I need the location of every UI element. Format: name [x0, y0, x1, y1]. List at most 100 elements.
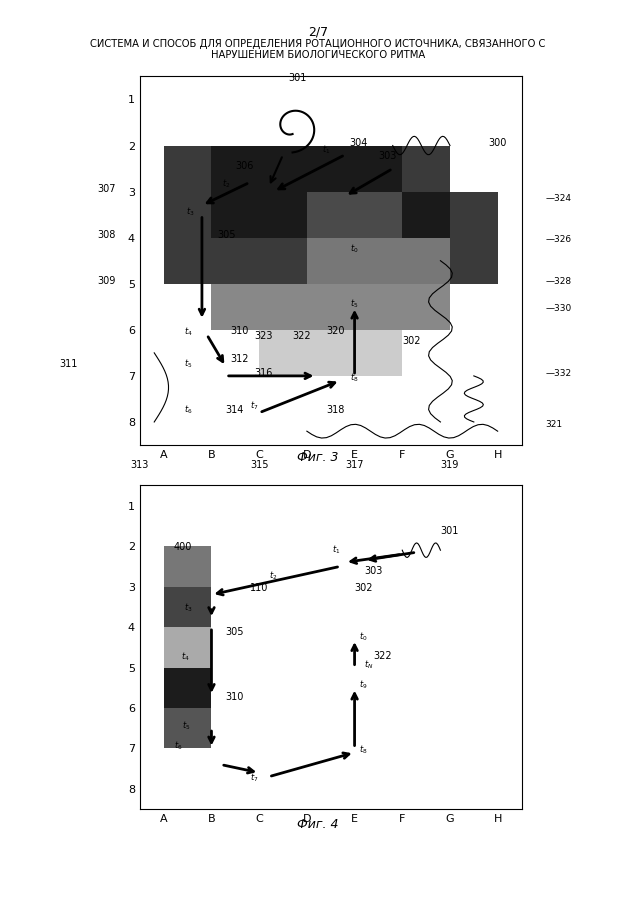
- Text: $t_6$: $t_6$: [174, 739, 183, 752]
- Text: 319: 319: [441, 460, 459, 470]
- Bar: [355, 191, 402, 237]
- Bar: [355, 237, 402, 284]
- Bar: [307, 284, 355, 330]
- Text: 2/7: 2/7: [308, 25, 328, 38]
- Text: 323: 323: [254, 331, 273, 341]
- Text: 315: 315: [250, 460, 268, 470]
- Text: $t_6$: $t_6$: [184, 404, 192, 416]
- Text: 313: 313: [131, 460, 149, 470]
- Text: —330: —330: [546, 305, 572, 314]
- Bar: [211, 284, 259, 330]
- Text: Фиг. 3: Фиг. 3: [297, 451, 339, 464]
- Bar: [403, 237, 450, 284]
- Text: 314: 314: [226, 405, 244, 414]
- Text: $t_1$: $t_1$: [322, 144, 331, 156]
- Text: $t_5$: $t_5$: [350, 298, 358, 310]
- Text: $t_7$: $t_7$: [249, 771, 258, 784]
- Bar: [403, 191, 450, 237]
- Bar: [259, 330, 307, 376]
- Text: 317: 317: [345, 460, 364, 470]
- Text: $t_4$: $t_4$: [181, 650, 190, 663]
- Bar: [307, 191, 355, 237]
- Bar: [211, 191, 259, 237]
- Text: $t_8$: $t_8$: [359, 743, 368, 756]
- Text: 302: 302: [355, 583, 373, 592]
- Bar: [164, 237, 211, 284]
- Bar: [307, 330, 355, 376]
- Text: $t_9$: $t_9$: [359, 679, 368, 691]
- Text: $t_2$: $t_2$: [222, 178, 231, 191]
- Bar: [307, 237, 355, 284]
- Text: 305: 305: [217, 229, 235, 240]
- Text: 303: 303: [364, 566, 382, 576]
- Text: 322: 322: [293, 331, 312, 341]
- Text: $t_3$: $t_3$: [186, 206, 195, 218]
- Text: —328: —328: [546, 277, 572, 286]
- Bar: [307, 191, 355, 237]
- Text: 300: 300: [488, 138, 506, 147]
- Text: 318: 318: [326, 405, 344, 414]
- Text: $t_3$: $t_3$: [184, 601, 192, 614]
- Text: —324: —324: [546, 194, 571, 203]
- Bar: [211, 237, 259, 284]
- Bar: [259, 191, 307, 237]
- Bar: [164, 191, 211, 237]
- Bar: [355, 146, 402, 191]
- Bar: [307, 237, 355, 284]
- Bar: [403, 237, 450, 284]
- Text: 322: 322: [374, 652, 392, 662]
- Text: 302: 302: [403, 335, 421, 345]
- Bar: [164, 546, 211, 586]
- Bar: [355, 191, 402, 237]
- Bar: [355, 237, 402, 284]
- Text: —332: —332: [546, 369, 572, 378]
- Text: 110: 110: [249, 583, 268, 592]
- Text: $t_5$: $t_5$: [184, 358, 192, 370]
- Text: 305: 305: [226, 628, 244, 637]
- Text: $t_0$: $t_0$: [359, 630, 368, 643]
- Text: 310: 310: [231, 326, 249, 336]
- Bar: [307, 146, 355, 191]
- Text: —326: —326: [546, 236, 572, 245]
- Text: $t_2$: $t_2$: [269, 569, 277, 582]
- Bar: [355, 330, 402, 376]
- Text: 307: 307: [97, 183, 116, 193]
- Bar: [450, 191, 498, 237]
- Text: 321: 321: [546, 420, 562, 429]
- Text: $t_1$: $t_1$: [332, 543, 340, 556]
- Bar: [164, 146, 211, 191]
- Bar: [164, 667, 211, 708]
- Text: 312: 312: [231, 354, 249, 364]
- Text: 308: 308: [98, 229, 116, 240]
- Bar: [164, 708, 211, 748]
- Text: 304: 304: [350, 138, 368, 147]
- Text: 301: 301: [288, 73, 307, 83]
- Text: 311: 311: [60, 359, 78, 369]
- Text: СИСТЕМА И СПОСОБ ДЛЯ ОПРЕДЕЛЕНИЯ РОТАЦИОННОГО ИСТОЧНИКА, СВЯЗАННОГО С: СИСТЕМА И СПОСОБ ДЛЯ ОПРЕДЕЛЕНИЯ РОТАЦИО…: [90, 39, 546, 49]
- Text: $t_7$: $t_7$: [249, 399, 258, 412]
- Bar: [211, 146, 259, 191]
- Bar: [259, 237, 307, 284]
- Text: 309: 309: [98, 276, 116, 286]
- Text: 316: 316: [254, 368, 273, 378]
- Text: $t_4$: $t_4$: [184, 325, 192, 338]
- Text: 400: 400: [173, 542, 191, 552]
- Bar: [450, 237, 498, 284]
- Bar: [164, 628, 211, 667]
- Bar: [403, 284, 450, 330]
- Text: 301: 301: [440, 526, 459, 536]
- Text: 306: 306: [235, 161, 254, 171]
- Text: $t_5$: $t_5$: [181, 719, 190, 732]
- Bar: [355, 284, 402, 330]
- Bar: [403, 146, 450, 191]
- Text: $t_8$: $t_8$: [350, 371, 359, 384]
- Bar: [259, 146, 307, 191]
- Text: $t_N$: $t_N$: [364, 658, 373, 671]
- Text: $t_0$: $t_0$: [350, 243, 359, 255]
- Bar: [259, 284, 307, 330]
- Text: 303: 303: [378, 151, 397, 161]
- Text: НАРУШЕНИЕМ БИОЛОГИЧЕСКОГО РИТМА: НАРУШЕНИЕМ БИОЛОГИЧЕСКОГО РИТМА: [211, 50, 425, 60]
- Bar: [164, 586, 211, 628]
- Text: 320: 320: [326, 326, 345, 336]
- Text: 310: 310: [226, 692, 244, 702]
